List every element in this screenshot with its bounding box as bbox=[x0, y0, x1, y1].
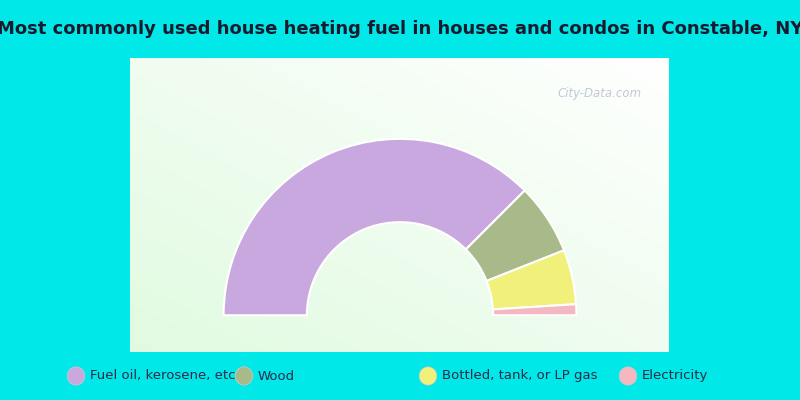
Wedge shape bbox=[223, 139, 525, 315]
Wedge shape bbox=[493, 304, 577, 315]
Ellipse shape bbox=[67, 367, 85, 385]
Text: Electricity: Electricity bbox=[642, 370, 708, 382]
Text: Bottled, tank, or LP gas: Bottled, tank, or LP gas bbox=[442, 370, 597, 382]
Ellipse shape bbox=[235, 367, 253, 385]
Text: City-Data.com: City-Data.com bbox=[558, 87, 642, 100]
Wedge shape bbox=[486, 250, 576, 310]
Ellipse shape bbox=[619, 367, 637, 385]
Wedge shape bbox=[466, 190, 564, 281]
Ellipse shape bbox=[419, 367, 437, 385]
Text: Most commonly used house heating fuel in houses and condos in Constable, NY: Most commonly used house heating fuel in… bbox=[0, 20, 800, 38]
Text: Fuel oil, kerosene, etc.: Fuel oil, kerosene, etc. bbox=[90, 370, 239, 382]
Text: Wood: Wood bbox=[258, 370, 294, 382]
